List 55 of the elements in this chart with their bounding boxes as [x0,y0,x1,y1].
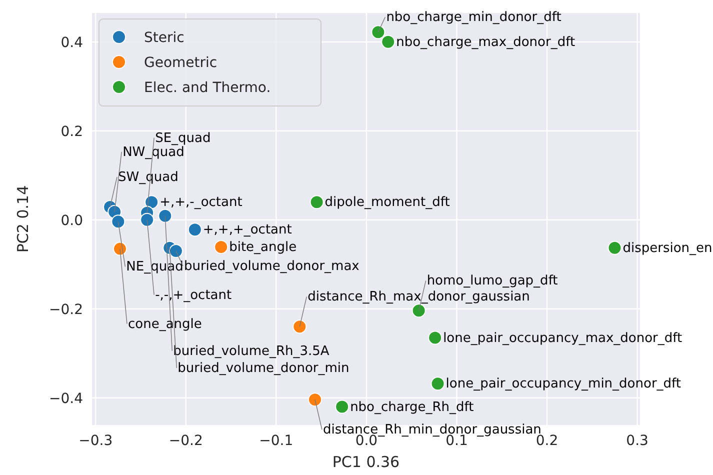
annotation: lone_pair_occupancy_max_donor_dft [443,330,682,346]
legend-label: Elec. and Thermo. [144,80,271,96]
x-axis-title: PC1 0.36 [332,453,400,471]
point [140,212,154,227]
annotation: buried_volume_Rh_3.5A [173,344,330,359]
annotation: -,-,+_octant [155,288,232,303]
point [335,400,350,414]
annotation: homo_lumo_gap_dft [426,274,558,289]
point [412,304,426,318]
point [112,242,127,256]
point [430,376,445,391]
point [371,25,386,40]
point [381,34,396,49]
point [111,214,126,229]
point [310,195,324,210]
annotation: dipole_moment_dft [324,195,450,210]
annotation: +,+,-_octant [160,195,242,210]
annotation: SE_quad [155,130,211,146]
x-tick-label: 0.3 [626,433,648,449]
annotation: nbo_charge_Rh_dft [350,400,474,415]
y-tick-label: 0.2 [60,124,83,140]
y-tick-label: 0.0 [60,212,83,229]
y-tick-label: −0.2 [49,302,83,318]
y-tick-label: 0.4 [60,34,84,51]
annotation: cone_angle [128,316,202,332]
x-tick-label: 0.1 [446,433,468,449]
point [158,208,172,223]
point [188,222,202,237]
y-tick-label: −0.4 [49,390,84,407]
point [168,244,183,258]
annotation: buried_volume_donor_max [184,259,360,274]
annotation: +,+,+_octant [202,222,292,238]
point [214,240,228,254]
x-tick-label: −0.1 [259,433,294,449]
x-tick-label: −0.3 [78,433,113,449]
annotation: nbo_charge_min_donor_dft [386,10,562,26]
point [608,240,622,255]
annotation: nbo_charge_max_donor_dft [396,34,576,50]
annotation: dispersion_en [622,240,712,256]
annotation: distance_Rh_max_donor_gaussian [308,290,530,305]
x-tick-label: 0.0 [355,433,378,449]
annotation: bite_angle [229,240,297,256]
x-tick-label: −0.2 [168,433,203,449]
annotation: NW_quad [122,144,184,160]
annotation: NE_quad [126,260,184,275]
point [292,320,307,334]
annotation: SW_quad [118,170,178,185]
legend-label: Geometric [144,55,218,71]
annotation: lone_pair_occupancy_min_donor_dft [446,376,681,392]
y-axis-title: PC2 0.14 [14,185,32,253]
point [308,392,322,407]
point [428,330,442,345]
legend-label: Steric [144,30,184,46]
annotation: buried_volume_donor_min [178,360,350,376]
x-tick-label: 0.2 [536,433,558,449]
